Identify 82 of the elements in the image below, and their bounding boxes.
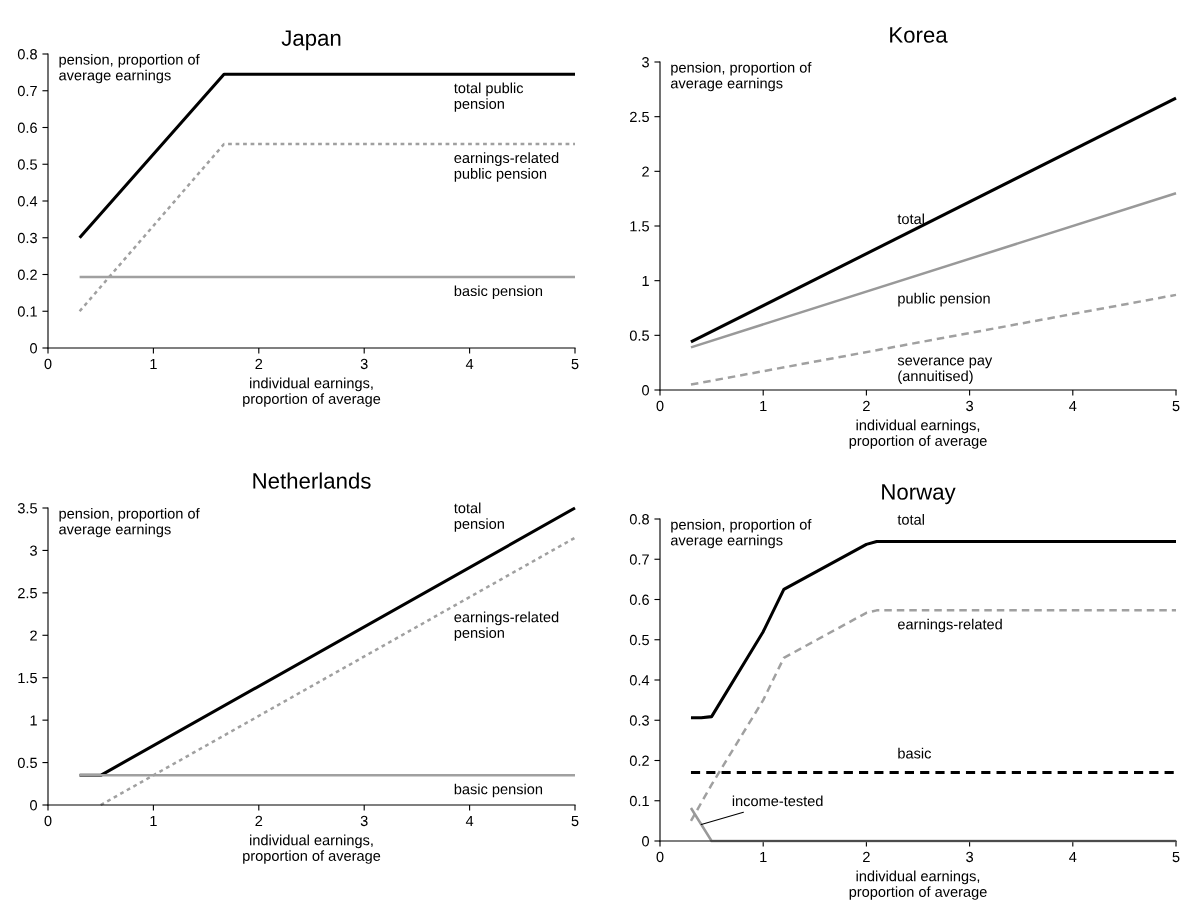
y-tick-label: 0.7	[629, 554, 649, 565]
y-tick-label: 1.5	[18, 672, 37, 684]
y-tick-label: 0.5	[17, 159, 37, 170]
x-tick-label: 3	[966, 851, 974, 863]
y-tick-label: 0	[30, 343, 38, 354]
x-tick-label: 5	[1172, 851, 1180, 863]
y-tick-label: 0.2	[17, 269, 37, 280]
y-tick-label: 0.5	[629, 330, 649, 341]
x-tick-label: 5	[1172, 400, 1180, 412]
x-tick-label: 2	[255, 358, 263, 369]
annotation: income-tested	[732, 795, 823, 807]
series-label: basic pension	[454, 783, 543, 798]
y-tick-label: 0.4	[17, 196, 38, 207]
y-tick-label: 0.3	[17, 232, 37, 244]
y-axis-title: pension, proportion of average earnings	[59, 508, 200, 538]
x-axis-title: individual earnings, proportion of average	[243, 377, 381, 407]
y-tick-label: 1	[642, 275, 649, 286]
chart-title: Japan	[281, 30, 341, 51]
x-tick-label: 4	[465, 815, 474, 826]
y-tick-label: 2.5	[18, 587, 37, 599]
y-tick-label: 3	[642, 57, 649, 68]
x-tick-label: 4	[465, 358, 474, 369]
series-label: earnings-related pension	[454, 611, 559, 641]
chart-title: Netherlands	[253, 472, 371, 489]
x-axis-title: individual earnings, proportion of average	[849, 870, 987, 900]
chart-title: Korea	[890, 27, 948, 43]
y-tick-label: 0.2	[629, 755, 649, 766]
y-tick-label: 0.6	[17, 122, 37, 133]
y-tick-label: 0.8	[17, 49, 37, 60]
x-tick-label: 5	[571, 358, 579, 370]
series-label: earnings-related public pension	[454, 152, 559, 182]
series-label: public pension	[898, 292, 990, 307]
series-label: basic pension	[454, 285, 543, 299]
y-tick-label: 0.7	[17, 85, 37, 97]
y-tick-label: 0.8	[629, 514, 649, 525]
x-tick-label: 0	[44, 358, 52, 370]
y-tick-label: 0.6	[629, 594, 649, 605]
x-tick-label: 4	[1069, 400, 1077, 411]
x-tick-label: 5	[571, 815, 579, 827]
y-tick-label: 0.5	[629, 634, 649, 646]
y-tick-label: 1.5	[630, 221, 649, 232]
chart-title: Norway	[882, 484, 956, 505]
y-tick-label: 3.5	[17, 503, 37, 514]
series-label: total public pension	[454, 82, 524, 112]
x-axis-title: individual earnings, proportion of average	[243, 834, 381, 864]
x-tick-label: 2	[863, 851, 870, 862]
series-label: total	[897, 514, 924, 525]
y-tick-label: 2	[642, 166, 649, 177]
x-tick-label: 0	[656, 851, 664, 863]
y-tick-label: 3	[30, 545, 37, 556]
x-tick-label: 0	[44, 815, 52, 827]
series-label: total pension	[454, 502, 504, 532]
y-tick-label: 0.3	[629, 715, 649, 726]
y-tick-label: 2	[30, 630, 37, 641]
y-axis-title: pension, proportion of average earnings	[59, 54, 200, 84]
y-tick-label: 0	[642, 836, 650, 847]
y-axis-title: pension, proportion of average earnings	[670, 519, 812, 549]
y-tick-label: 1	[30, 715, 37, 726]
y-tick-label: 0.5	[17, 757, 37, 768]
y-tick-label: 0	[30, 800, 38, 811]
x-tick-label: 0	[656, 400, 664, 412]
x-tick-label: 4	[1069, 851, 1077, 862]
y-tick-label: 0.4	[629, 675, 650, 686]
series-label: earnings-related	[897, 618, 1002, 633]
series-label: total	[897, 213, 924, 225]
x-tick-label: 1	[760, 851, 767, 862]
y-axis-title: pension, proportion of average earnings	[670, 62, 812, 92]
y-tick-label: 0	[642, 385, 650, 396]
x-tick-label: 3	[360, 815, 368, 827]
y-tick-label: 2.5	[630, 111, 649, 123]
series-label: severance pay (annuitised)	[897, 357, 993, 385]
y-tick-label: 0.1	[629, 795, 649, 807]
y-tick-label: 0.1	[17, 306, 37, 317]
x-tick-label: 3	[966, 400, 974, 412]
x-tick-label: 1	[150, 815, 157, 826]
series-label: basic	[898, 747, 932, 759]
x-tick-label: 2	[863, 400, 870, 411]
x-tick-label: 3	[360, 358, 368, 370]
x-tick-label: 1	[760, 400, 767, 411]
x-axis-title: individual earnings, proportion of average	[849, 419, 987, 449]
x-tick-label: 1	[150, 358, 157, 369]
x-tick-label: 2	[255, 815, 263, 826]
